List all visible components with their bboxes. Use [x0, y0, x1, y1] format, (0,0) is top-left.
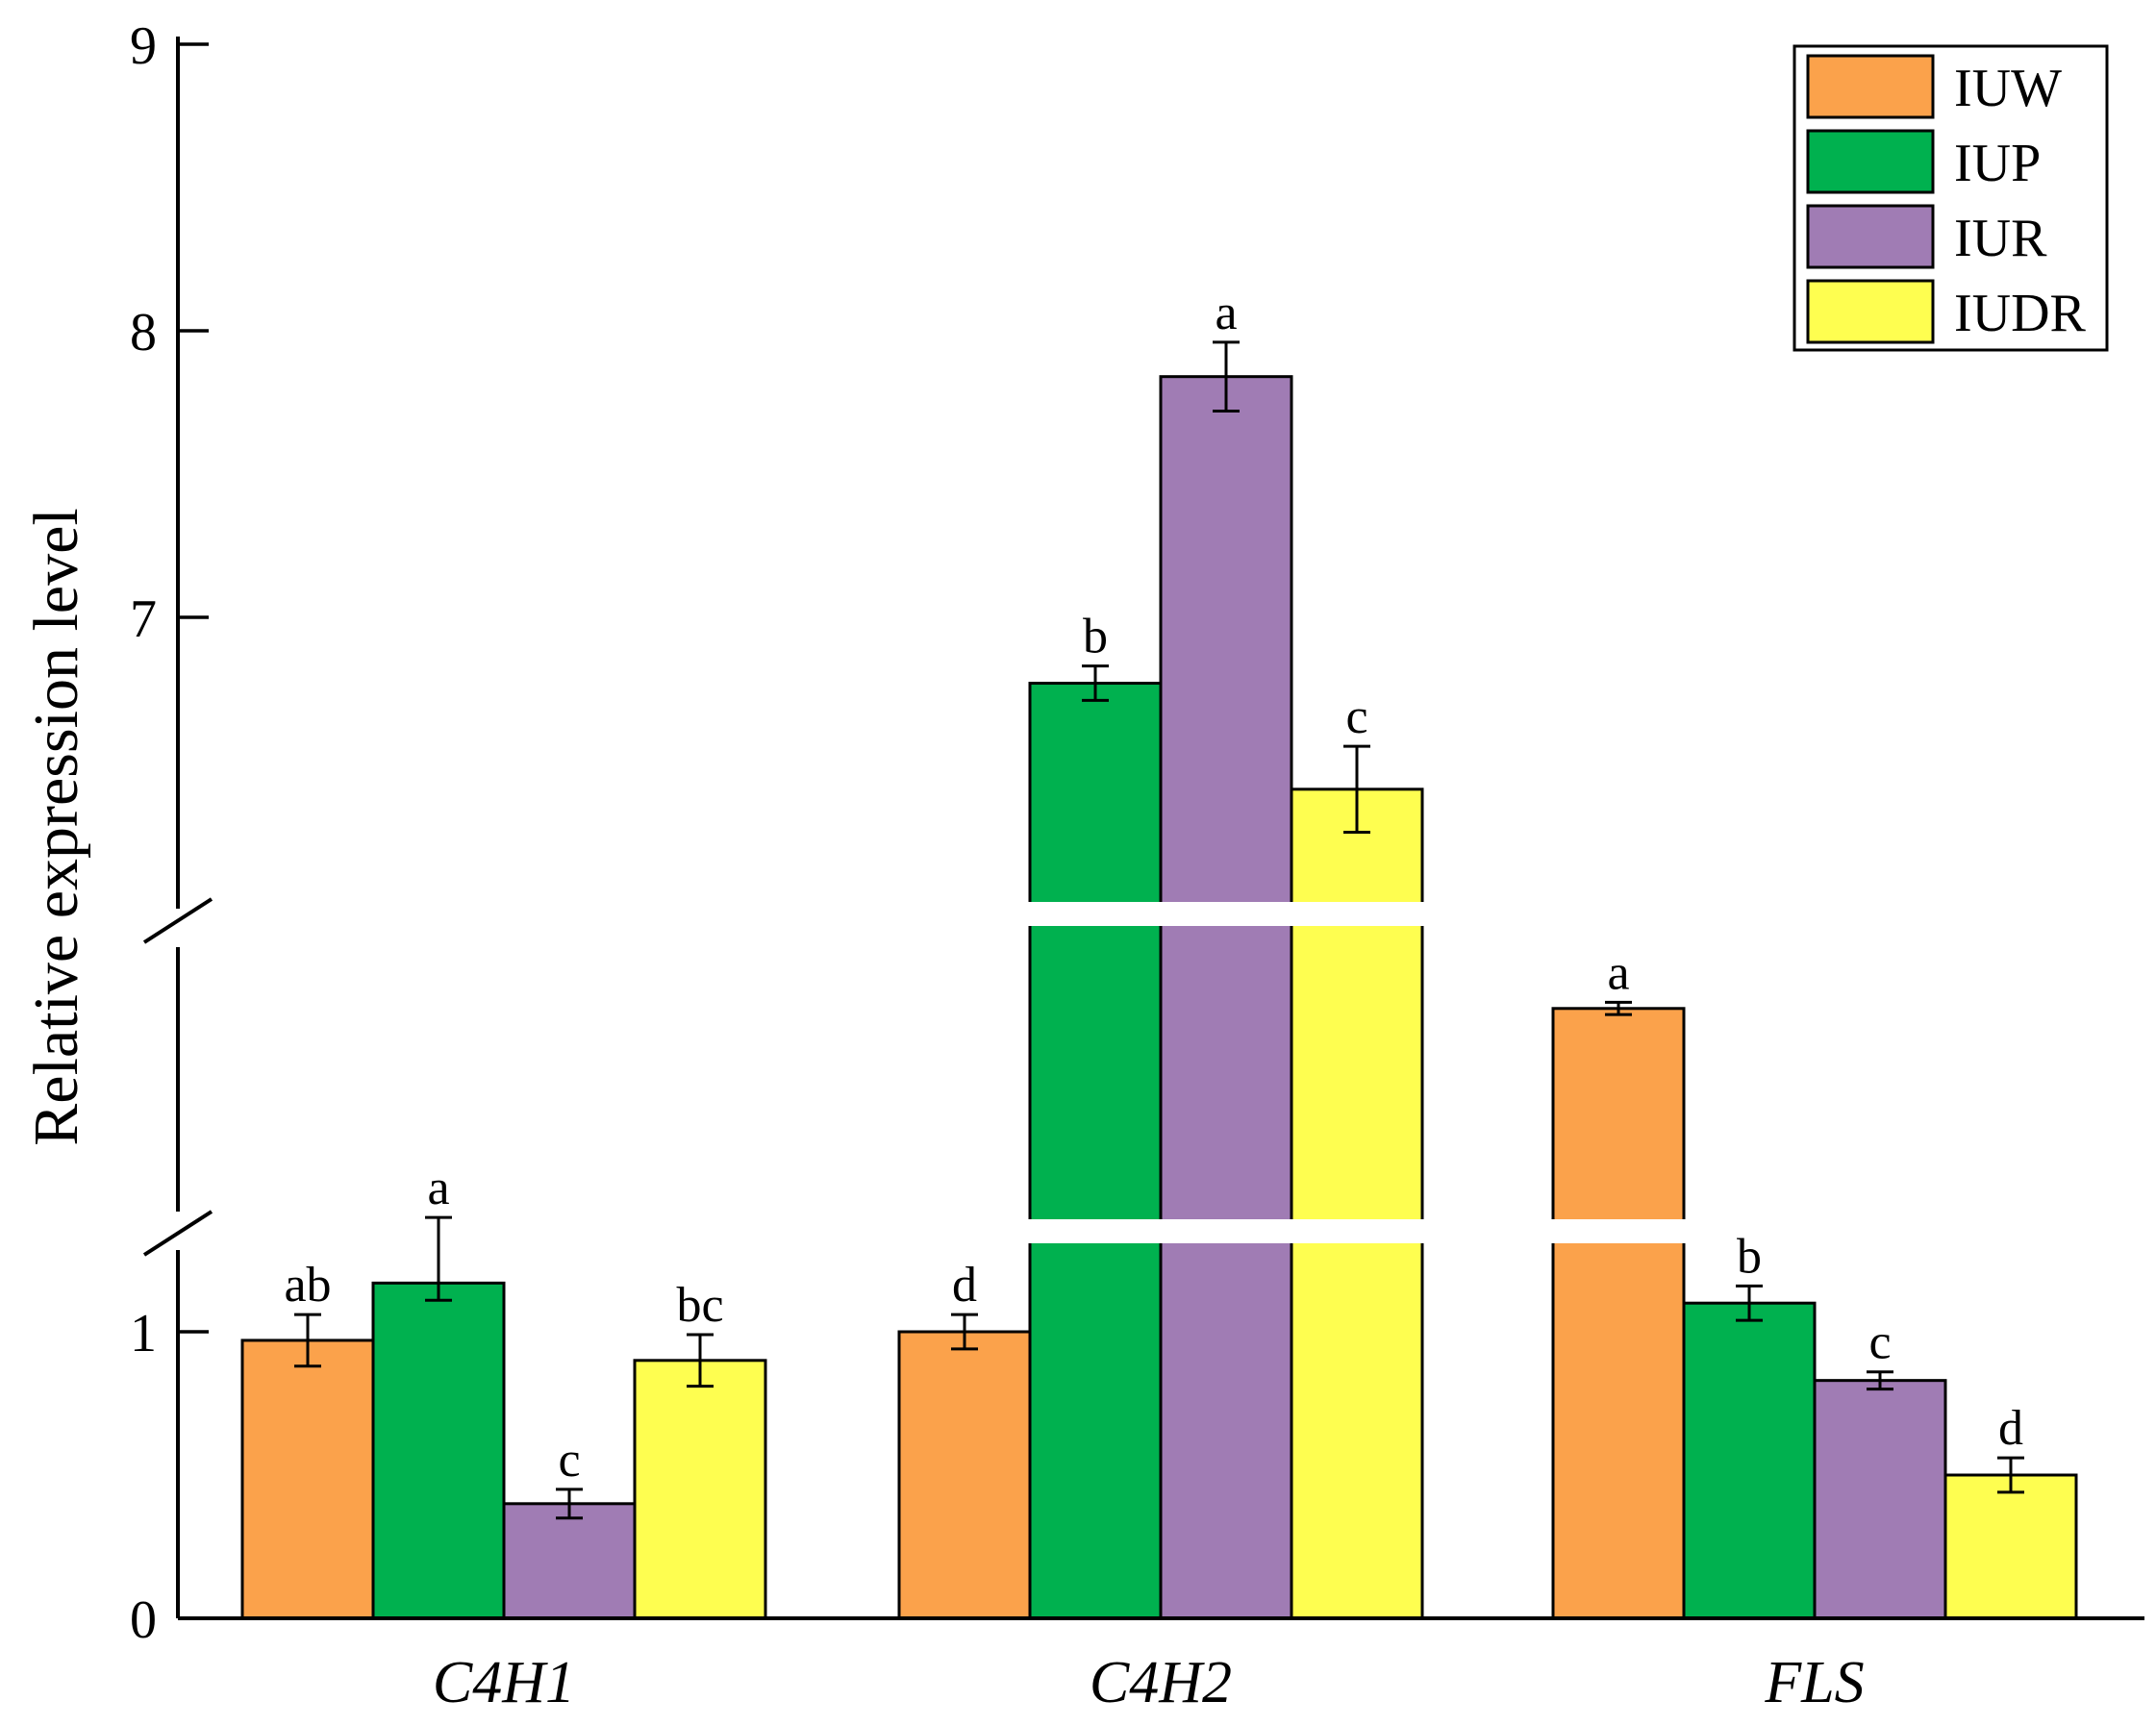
significance-label: bc [676, 1278, 723, 1333]
x-category-label: FLS [1764, 1650, 1864, 1715]
x-category-label: C4H1 [433, 1650, 575, 1715]
x-category-label: C4H2 [1090, 1650, 1232, 1715]
error-bar-c4h1-iur [556, 1488, 583, 1520]
y-tick-label: 0 [130, 1590, 157, 1650]
error-bar-c4h2-iur [1213, 340, 1240, 413]
legend-item-iudr: IUDR [1806, 279, 2087, 344]
y-axis-title: Relative expression level [21, 508, 91, 1145]
legend-label: IUDR [1954, 284, 2087, 343]
legend-label: IUP [1954, 134, 2041, 193]
legend-item-iuw: IUW [1806, 54, 2062, 119]
bar-c4h1-iup [371, 1281, 506, 1620]
significance-label: a [1607, 945, 1629, 1000]
break-gap-fls [1548, 1219, 1692, 1243]
y-axis-break-mark [142, 897, 213, 944]
legend-swatch [1806, 129, 1935, 194]
bar-fls-iuw [1551, 1007, 1686, 1620]
error-bar-fls-iuw [1605, 1000, 1632, 1016]
bar-c4h1-iudr [633, 1359, 767, 1620]
break-gap-c4h2-2 [1024, 1219, 1433, 1243]
axis-break-gaps [1024, 902, 1692, 1243]
y-tick-label: 7 [130, 589, 157, 649]
error-bar-c4h2-iuw [951, 1313, 978, 1351]
significance-label: c [1868, 1315, 1891, 1370]
bar-c4h2-iuw [897, 1330, 1032, 1620]
legend-label: IUR [1954, 209, 2047, 268]
significance-label: a [1215, 286, 1237, 340]
legend-swatch [1806, 204, 1935, 269]
significance-label: d [1998, 1401, 2023, 1456]
significance-label: ab [284, 1258, 331, 1313]
y-tick-label: 9 [130, 16, 157, 76]
bar-c4h1-iuw [240, 1338, 375, 1620]
significance-label: b [1083, 610, 1108, 664]
significance-label: c [558, 1433, 580, 1488]
significance-label: a [427, 1161, 449, 1215]
legend: IUW IUP IUR IUDR [1792, 44, 2109, 352]
y-axis-break-mark [142, 1210, 213, 1257]
bar-c4h1-iur [502, 1502, 637, 1620]
error-bar-fls-iup [1736, 1284, 1763, 1322]
error-bar-c4h1-iup [425, 1215, 452, 1302]
legend-label: IUW [1954, 59, 2062, 118]
axes-layer [142, 37, 2144, 1620]
error-bar-fls-iur [1867, 1370, 1893, 1391]
bar-c4h2-iur [1159, 375, 1293, 1620]
significance-label: c [1345, 689, 1367, 744]
error-bar-fls-iudr [1997, 1456, 2024, 1494]
significance-label: b [1737, 1229, 1762, 1284]
y-tick-label: 1 [130, 1304, 157, 1363]
labels-layer: 0 1 7 8 9 C4H1 C4H2 FLS Relative expression leve… [21, 16, 1865, 1715]
legend-item-iur: IUR [1806, 204, 2047, 269]
significance-label: d [952, 1258, 977, 1313]
bar-fls-iudr [1943, 1473, 2078, 1620]
error-bar-c4h2-iudr [1343, 744, 1370, 834]
error-bar-c4h2-iup [1082, 664, 1109, 702]
bar-fls-iup [1682, 1301, 1817, 1620]
break-gap-c4h2-1 [1024, 902, 1433, 926]
error-bar-c4h1-iudr [687, 1333, 714, 1388]
bar-fls-iur [1813, 1379, 1947, 1620]
bar-c4h2-iup [1028, 682, 1163, 1620]
y-tick-label: 8 [130, 303, 157, 363]
error-bar-c4h1-iuw [294, 1313, 321, 1368]
legend-swatch [1806, 54, 1935, 119]
legend-item-iup: IUP [1806, 129, 2041, 194]
bars-layer [240, 375, 2078, 1620]
legend-swatch [1806, 279, 1935, 344]
bar-c4h2-iudr [1290, 788, 1424, 1620]
error-bars-layer [294, 340, 2024, 1520]
